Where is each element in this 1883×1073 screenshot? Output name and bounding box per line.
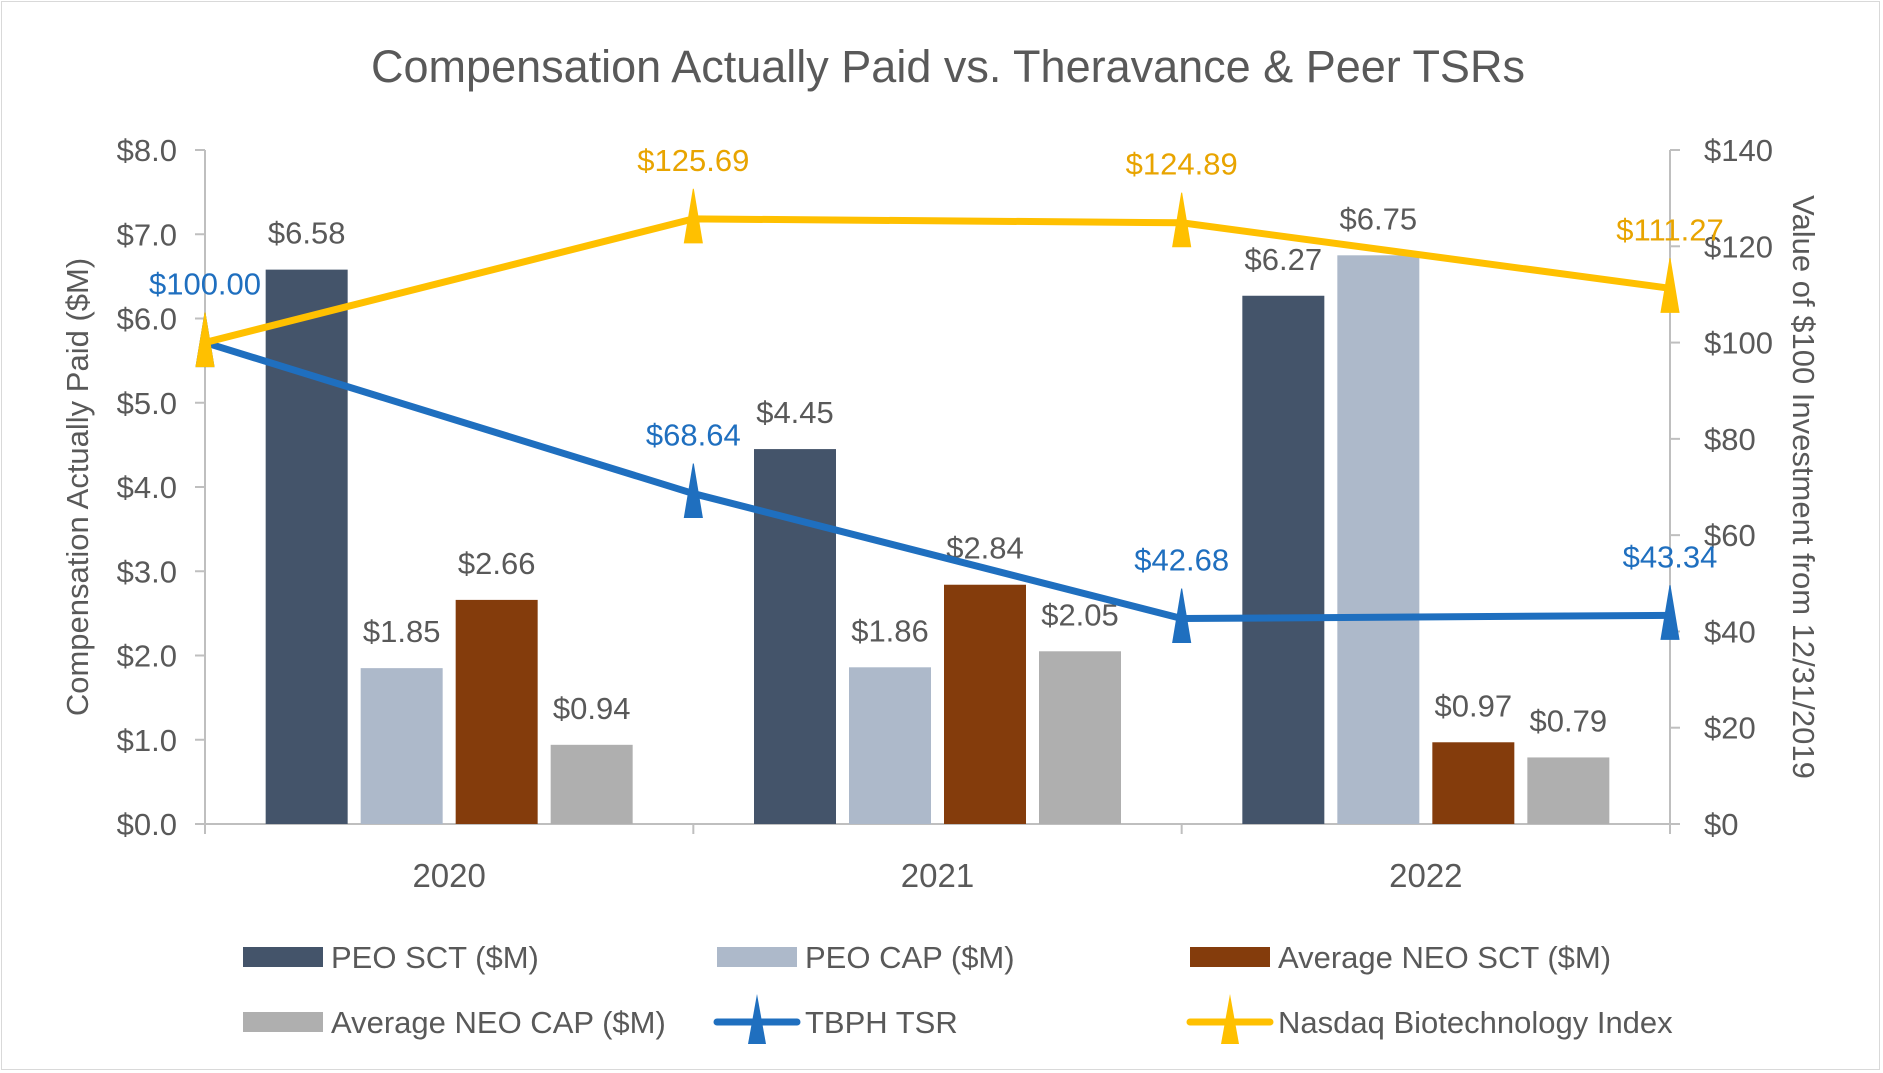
y-right-tick-label: $60 (1704, 518, 1756, 553)
bar-data-label: $4.45 (756, 395, 834, 430)
bar-data-label: $0.97 (1435, 688, 1513, 723)
bar (1039, 651, 1121, 824)
series-line (201, 339, 1674, 623)
tsr-marker (683, 463, 703, 519)
series-line (201, 215, 1674, 347)
bar (944, 584, 1026, 824)
y-right-tick-label: $100 (1704, 326, 1773, 361)
bar (1527, 757, 1610, 824)
legend-label: PEO CAP ($M) (805, 940, 1015, 975)
bar (455, 599, 538, 824)
y-right-tick-label: $120 (1704, 229, 1773, 264)
bar-data-label: $0.94 (553, 691, 631, 726)
y-right-tick-label: $40 (1704, 614, 1756, 649)
tsr-marker (1172, 192, 1192, 248)
y-left-tick-label: $7.0 (117, 217, 177, 252)
y-left-tick-label: $3.0 (117, 554, 177, 589)
tsr-marker (1660, 258, 1680, 313)
line-data-label: $68.64 (646, 418, 741, 453)
line-data-label: $124.89 (1126, 147, 1238, 182)
legend-swatch (1190, 947, 1270, 967)
y-right-tick-label: $0 (1704, 807, 1738, 842)
bar-data-label: $1.86 (851, 613, 929, 648)
bar (1432, 742, 1515, 824)
line-data-label: $43.34 (1623, 539, 1718, 574)
bar-data-label: $6.75 (1340, 201, 1418, 236)
tsr-marker (195, 312, 215, 368)
bar (360, 668, 443, 824)
y-right-tick-label: $140 (1704, 133, 1773, 168)
y-left-tick-label: $2.0 (117, 639, 177, 674)
tsr-marker (1660, 585, 1680, 640)
tsr-marker (1172, 588, 1192, 644)
legend-label: TBPH TSR (805, 1005, 958, 1040)
bar (849, 667, 931, 824)
legend-marker (748, 994, 766, 1044)
bar-data-label: $6.58 (268, 216, 346, 251)
y-right-tick-label: $80 (1704, 422, 1756, 457)
y-axis-left-title: Compensation Actually Paid ($M) (60, 258, 95, 716)
x-tick-label: 2021 (901, 857, 974, 894)
y-left-tick-label: $8.0 (117, 133, 177, 168)
chart-title: Compensation Actually Paid vs. Theravanc… (371, 41, 1525, 92)
bar (754, 449, 836, 824)
line-data-label: $42.68 (1134, 543, 1229, 578)
bar (1242, 295, 1325, 824)
legend-label: PEO SCT ($M) (331, 940, 539, 975)
legend-label: Average NEO SCT ($M) (1278, 940, 1611, 975)
y-left-tick-label: $1.0 (117, 723, 177, 758)
y-left-tick-label: $4.0 (117, 470, 177, 505)
legend-marker (1221, 994, 1239, 1044)
y-axis-right-title: Value of $100 Investment from 12/31/2019 (1786, 195, 1821, 779)
y-left-tick-label: $0.0 (117, 807, 177, 842)
bar (1337, 255, 1420, 824)
y-left-tick-label: $5.0 (117, 386, 177, 421)
x-tick-label: 2022 (1389, 857, 1462, 894)
line-data-label: $125.69 (637, 143, 749, 178)
line-data-label: $100.00 (149, 267, 261, 302)
bar (265, 269, 348, 824)
line-data-label: $111.27 (1616, 212, 1723, 247)
bar-data-label: $6.27 (1245, 242, 1323, 277)
legend-label: Average NEO CAP ($M) (331, 1005, 666, 1040)
bar (550, 744, 633, 824)
bar-data-label: $2.66 (458, 546, 536, 581)
x-tick-label: 2020 (412, 857, 485, 894)
bar-data-label: $2.05 (1041, 597, 1119, 632)
bar-data-label: $0.79 (1530, 703, 1608, 738)
bar-data-label: $1.85 (363, 614, 441, 649)
legend-swatch (717, 947, 797, 967)
y-right-tick-label: $20 (1704, 711, 1756, 746)
y-left-tick-label: $6.0 (117, 302, 177, 337)
legend-swatch (243, 947, 323, 967)
tsr-marker (683, 188, 703, 244)
legend-swatch (243, 1012, 323, 1032)
legend-label: Nasdaq Biotechnology Index (1278, 1005, 1673, 1040)
